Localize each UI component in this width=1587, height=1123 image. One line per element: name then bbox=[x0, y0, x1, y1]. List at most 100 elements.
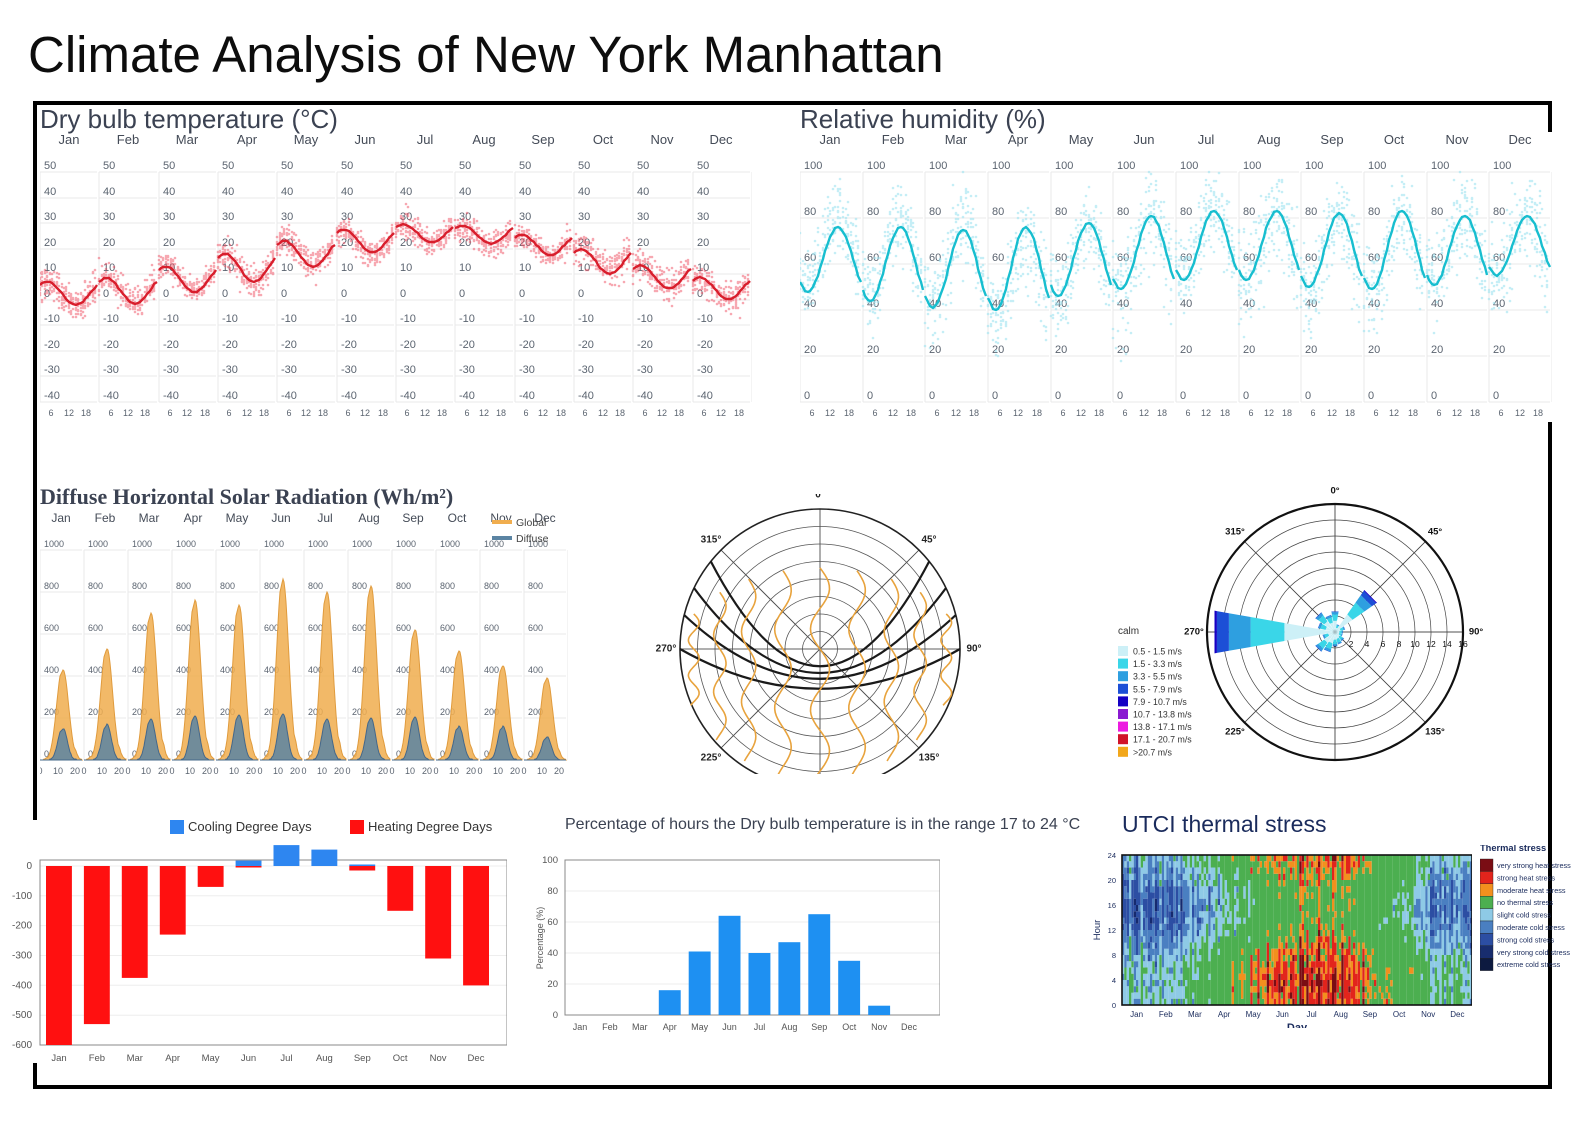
svg-text:-20: -20 bbox=[637, 339, 653, 351]
svg-text:20: 20 bbox=[1243, 344, 1255, 356]
svg-text:270°: 270° bbox=[656, 644, 677, 655]
svg-text:80: 80 bbox=[804, 206, 816, 218]
svg-text:-40: -40 bbox=[519, 390, 535, 402]
svg-text:Mar: Mar bbox=[632, 1022, 648, 1032]
svg-text:1000: 1000 bbox=[88, 539, 108, 549]
svg-text:800: 800 bbox=[440, 581, 455, 591]
svg-text:800: 800 bbox=[132, 581, 147, 591]
svg-text:Nov: Nov bbox=[650, 132, 674, 147]
svg-text:10: 10 bbox=[141, 766, 151, 776]
svg-text:-10: -10 bbox=[697, 313, 713, 325]
svg-text:-10: -10 bbox=[44, 313, 60, 325]
svg-text:18: 18 bbox=[1408, 408, 1418, 418]
svg-text:-10: -10 bbox=[400, 313, 416, 325]
svg-text:Sep: Sep bbox=[531, 132, 554, 147]
svg-text:1000: 1000 bbox=[308, 539, 328, 549]
svg-text:Aug: Aug bbox=[1334, 1010, 1348, 1019]
svg-text:Jun: Jun bbox=[1276, 1010, 1289, 1019]
svg-text:20: 20 bbox=[290, 766, 300, 776]
svg-text:600: 600 bbox=[440, 623, 455, 633]
svg-text:0: 0 bbox=[125, 766, 130, 776]
svg-text:24: 24 bbox=[1108, 851, 1116, 860]
svg-text:6: 6 bbox=[1310, 408, 1315, 418]
svg-text:-10: -10 bbox=[103, 313, 119, 325]
svg-text:Jul: Jul bbox=[280, 1053, 292, 1063]
svg-text:20: 20 bbox=[158, 766, 168, 776]
svg-text:1000: 1000 bbox=[44, 539, 64, 549]
svg-text:-10: -10 bbox=[519, 313, 535, 325]
svg-text:100: 100 bbox=[1055, 160, 1073, 172]
svg-text:40: 40 bbox=[697, 186, 709, 198]
svg-text:-40: -40 bbox=[459, 390, 475, 402]
svg-text:Jan: Jan bbox=[573, 1022, 588, 1032]
svg-text:30: 30 bbox=[44, 211, 56, 223]
svg-text:6: 6 bbox=[108, 408, 113, 418]
svg-text:12: 12 bbox=[888, 408, 898, 418]
svg-text:0: 0 bbox=[400, 288, 406, 300]
svg-text:Oct: Oct bbox=[393, 1053, 408, 1063]
svg-text:10: 10 bbox=[537, 766, 547, 776]
svg-text:20: 20 bbox=[1493, 344, 1505, 356]
svg-text:100: 100 bbox=[1180, 160, 1198, 172]
svg-text:6: 6 bbox=[1248, 408, 1253, 418]
svg-text:80: 80 bbox=[1055, 206, 1067, 218]
svg-text:60: 60 bbox=[1305, 252, 1317, 264]
svg-text:20: 20 bbox=[246, 766, 256, 776]
svg-text:20: 20 bbox=[1431, 344, 1443, 356]
svg-text:80: 80 bbox=[1431, 206, 1443, 218]
svg-text:6: 6 bbox=[582, 408, 587, 418]
svg-text:Cooling Degree Days: Cooling Degree Days bbox=[188, 820, 312, 834]
svg-text:90°: 90° bbox=[1469, 627, 1484, 638]
svg-text:Oct: Oct bbox=[593, 132, 614, 147]
svg-text:-20: -20 bbox=[459, 339, 475, 351]
svg-text:-30: -30 bbox=[637, 364, 653, 376]
svg-text:0: 0 bbox=[519, 288, 525, 300]
svg-text:800: 800 bbox=[528, 581, 543, 591]
svg-text:20: 20 bbox=[1055, 344, 1067, 356]
svg-text:100: 100 bbox=[992, 160, 1010, 172]
svg-text:20: 20 bbox=[334, 766, 344, 776]
svg-text:Aug: Aug bbox=[472, 132, 495, 147]
svg-text:10: 10 bbox=[97, 766, 107, 776]
svg-text:10: 10 bbox=[341, 262, 353, 274]
svg-text:Jan: Jan bbox=[51, 1053, 66, 1063]
svg-text:Jun: Jun bbox=[241, 1053, 256, 1063]
svg-text:18: 18 bbox=[556, 408, 566, 418]
svg-text:Apr: Apr bbox=[165, 1053, 180, 1063]
svg-text:Aug: Aug bbox=[316, 1053, 333, 1063]
svg-text:50: 50 bbox=[222, 160, 234, 172]
svg-text:-200: -200 bbox=[12, 921, 32, 932]
svg-text:0: 0 bbox=[169, 766, 174, 776]
svg-text:7.9 - 10.7 m/s: 7.9 - 10.7 m/s bbox=[1133, 697, 1187, 707]
svg-text:Aug: Aug bbox=[781, 1022, 797, 1032]
svg-text:6: 6 bbox=[1381, 639, 1386, 649]
svg-text:18: 18 bbox=[1157, 408, 1167, 418]
svg-text:40: 40 bbox=[519, 186, 531, 198]
svg-text:Feb: Feb bbox=[602, 1022, 618, 1032]
svg-text:-30: -30 bbox=[222, 364, 238, 376]
svg-text:40: 40 bbox=[547, 948, 558, 959]
svg-text:Sep: Sep bbox=[354, 1053, 371, 1063]
svg-text:3.3 - 5.5 m/s: 3.3 - 5.5 m/s bbox=[1133, 672, 1182, 682]
svg-text:strong heat stress: strong heat stress bbox=[1497, 873, 1555, 882]
svg-text:6: 6 bbox=[167, 408, 172, 418]
svg-text:6: 6 bbox=[48, 408, 53, 418]
svg-text:no thermal stress: no thermal stress bbox=[1497, 898, 1553, 907]
svg-text:Aug: Aug bbox=[358, 511, 379, 525]
svg-text:6: 6 bbox=[464, 408, 469, 418]
svg-text:80: 80 bbox=[1305, 206, 1317, 218]
svg-text:May: May bbox=[226, 511, 249, 525]
svg-text:600: 600 bbox=[132, 623, 147, 633]
svg-text:6: 6 bbox=[286, 408, 291, 418]
svg-text:Jul: Jul bbox=[1198, 132, 1215, 147]
svg-text:12: 12 bbox=[420, 408, 430, 418]
svg-text:Jun: Jun bbox=[355, 132, 376, 147]
svg-text:60: 60 bbox=[992, 252, 1004, 264]
svg-text:Dec: Dec bbox=[1450, 1010, 1464, 1019]
svg-text:0: 0 bbox=[257, 766, 262, 776]
svg-text:600: 600 bbox=[396, 623, 411, 633]
svg-text:-30: -30 bbox=[459, 364, 475, 376]
svg-text:18: 18 bbox=[378, 408, 388, 418]
svg-text:Mar: Mar bbox=[127, 1053, 143, 1063]
svg-text:0: 0 bbox=[553, 1010, 558, 1021]
